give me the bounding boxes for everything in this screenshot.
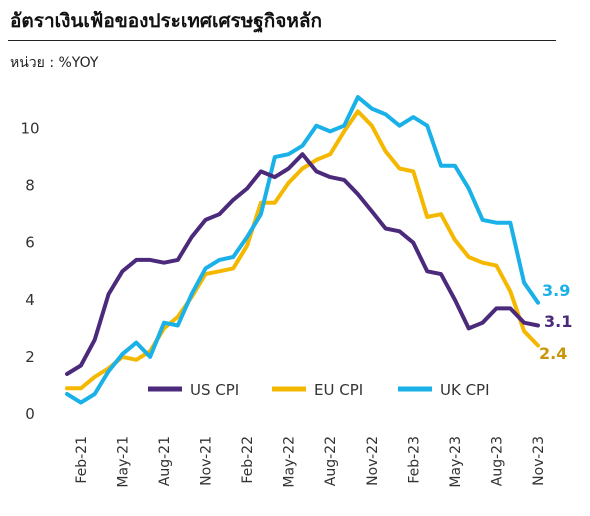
- y-tick-label: 6: [25, 234, 35, 252]
- x-tick-label: Aug-21: [157, 436, 173, 486]
- x-tick-label: Aug-22: [323, 436, 339, 486]
- x-tick-label: Feb-23: [406, 436, 422, 484]
- title-divider: [8, 40, 556, 41]
- legend-label-eu: EU CPI: [314, 381, 363, 399]
- unit-label: หน่วย : %YOY: [10, 55, 99, 71]
- y-tick-label: 0: [25, 405, 35, 423]
- x-tick-label: Nov-21: [199, 436, 215, 486]
- x-tick-label: Nov-23: [531, 436, 547, 486]
- x-tick-label: Aug-23: [489, 436, 505, 486]
- end-label-eu: 2.4: [539, 344, 567, 363]
- x-tick-label: Nov-22: [365, 436, 381, 486]
- x-tick-label: May-21: [115, 436, 131, 488]
- end-label-uk: 3.9: [542, 281, 570, 300]
- x-tick-label: Feb-21: [74, 436, 90, 484]
- chart-title: อัตราเงินเฟ้อของประเทศเศรษฐกิจหลัก: [10, 10, 323, 32]
- x-tick-label: May-23: [448, 436, 464, 488]
- series-line-uk: [65, 95, 540, 405]
- legend-label-us: US CPI: [190, 381, 239, 399]
- x-tick-label: May-22: [282, 436, 298, 488]
- y-tick-label: 2: [25, 348, 35, 366]
- y-tick-label: 10: [20, 120, 39, 138]
- y-tick-label: 8: [25, 177, 35, 195]
- series-line-us: [65, 152, 540, 376]
- legend-label-uk: UK CPI: [440, 381, 490, 399]
- x-tick-label: Feb-22: [240, 436, 256, 484]
- end-label-us: 3.1: [544, 312, 572, 331]
- y-tick-label: 4: [25, 291, 35, 309]
